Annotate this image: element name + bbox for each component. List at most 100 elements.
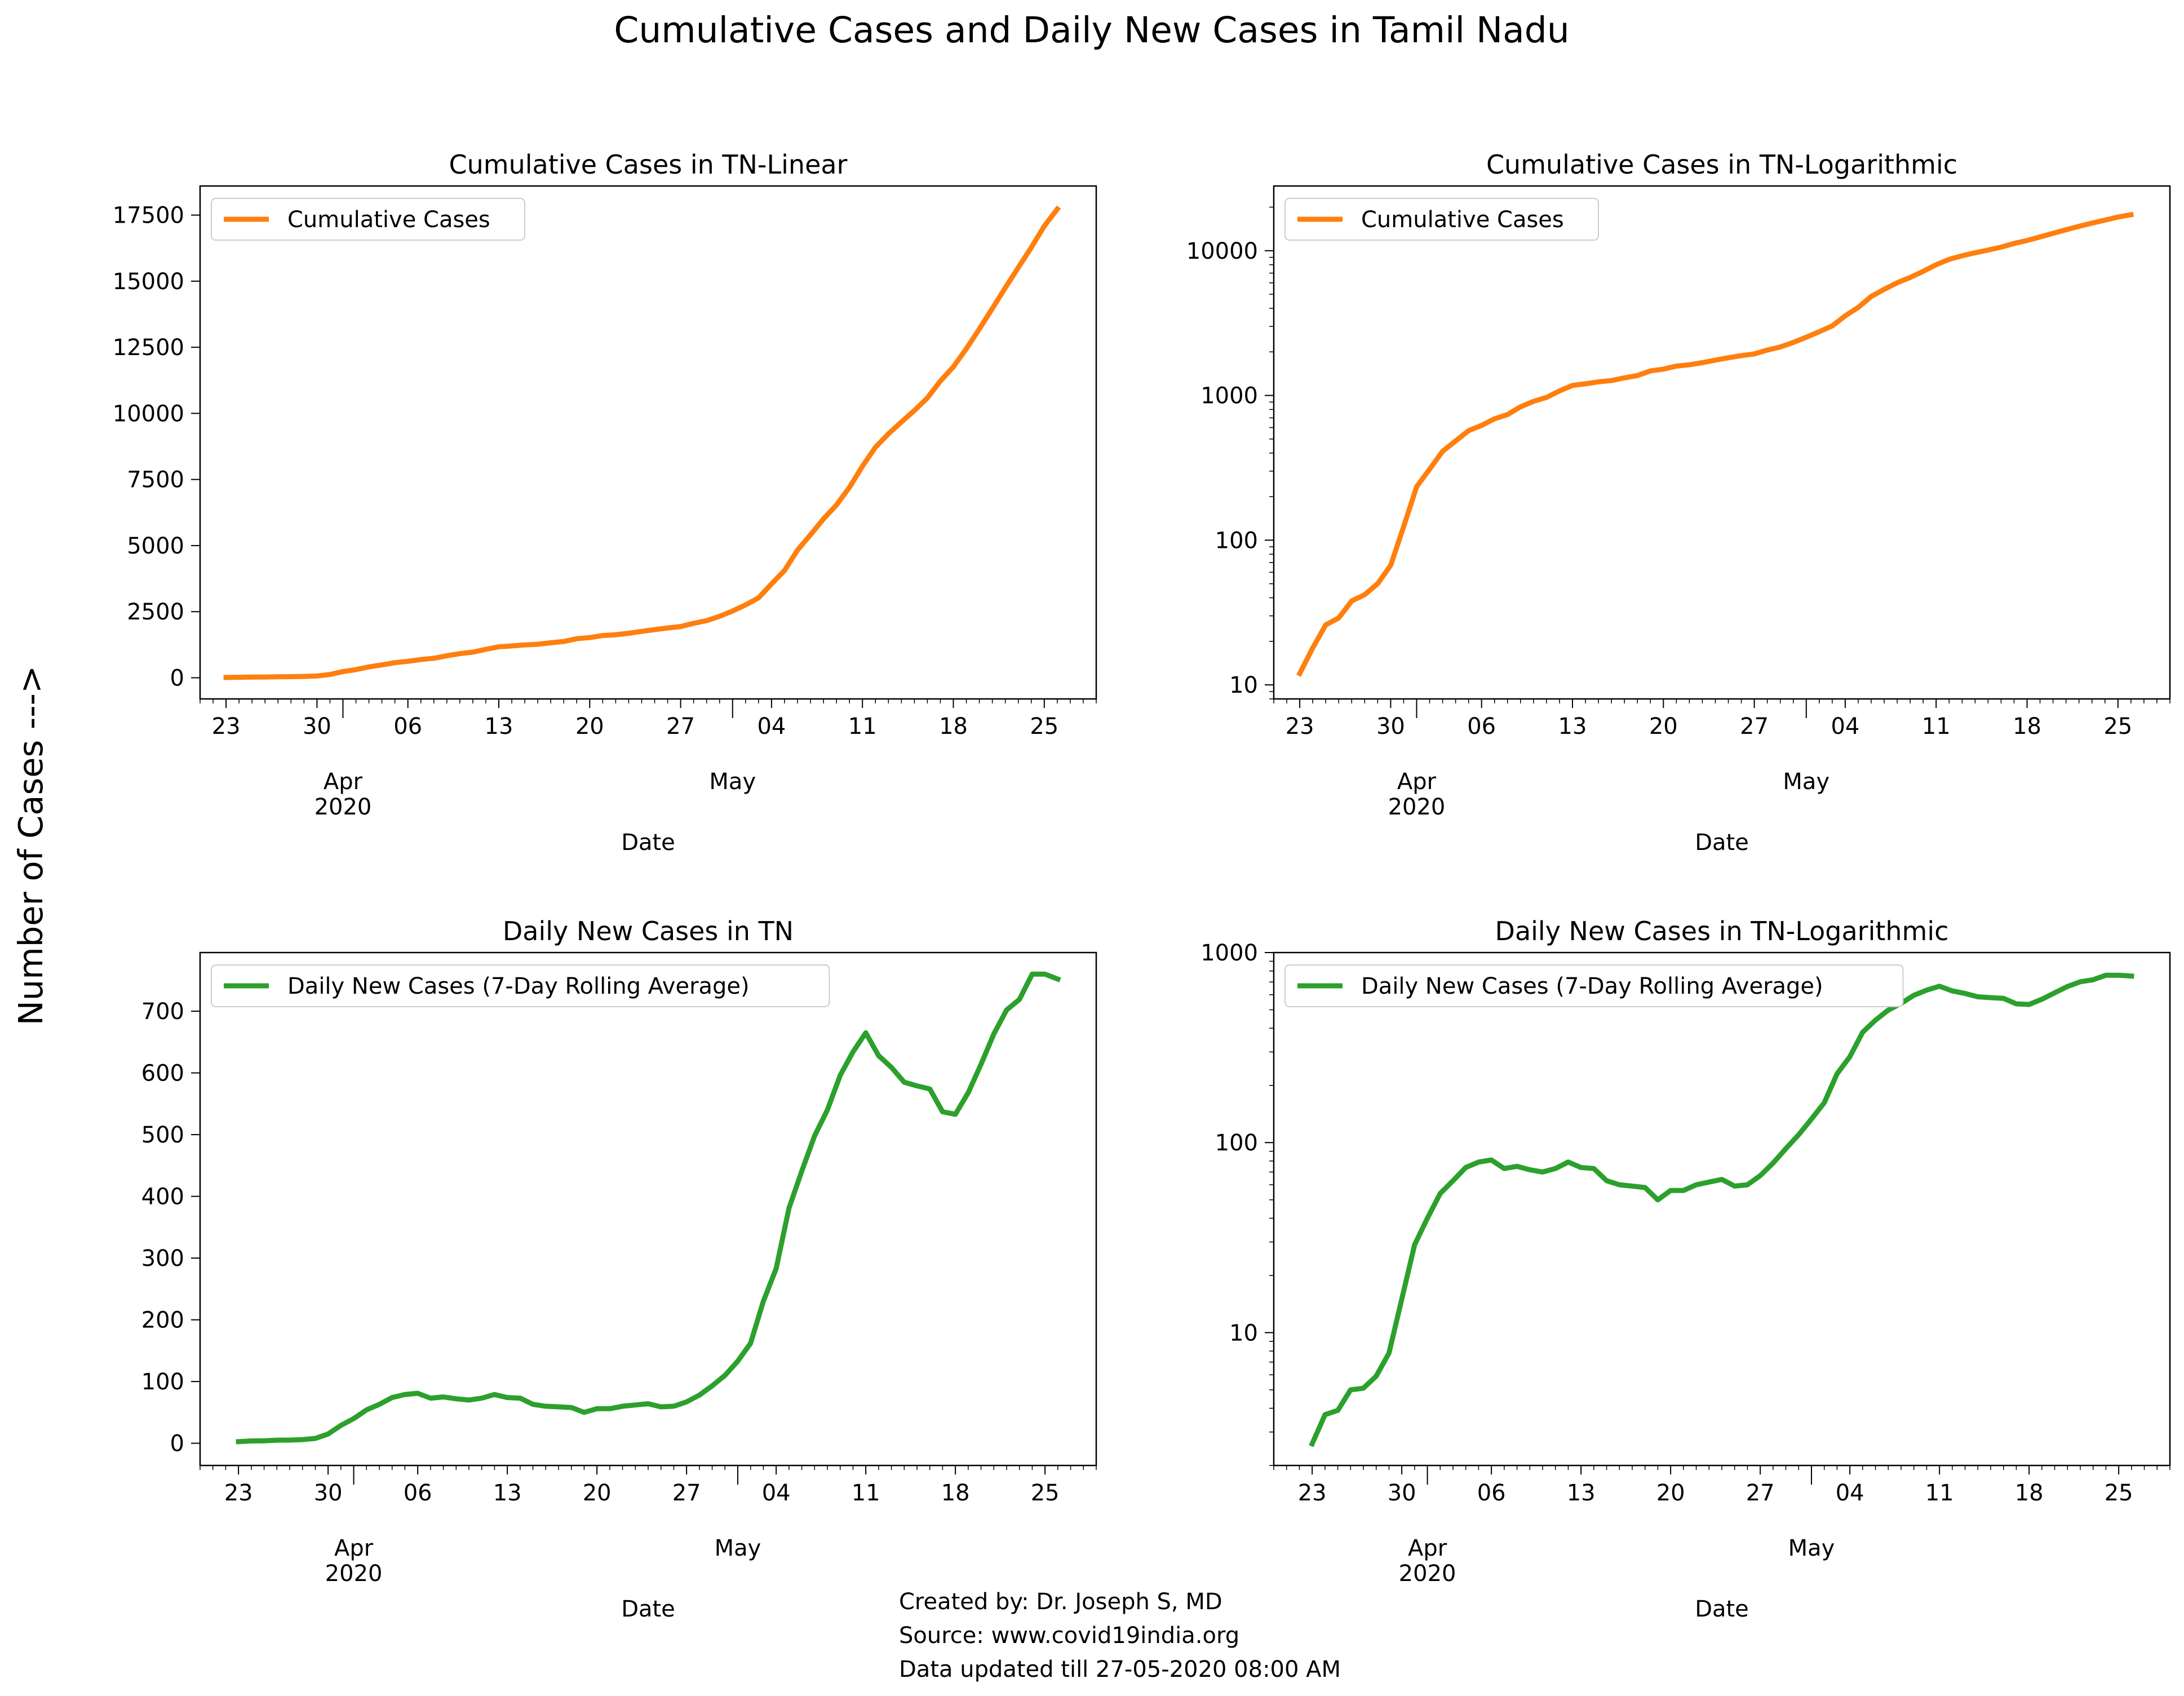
chart-title: Daily New Cases in TN bbox=[503, 916, 794, 946]
legend-box bbox=[1284, 964, 1904, 1007]
x-tick-label: 30 bbox=[1388, 1480, 1416, 1506]
series-line bbox=[223, 205, 1061, 680]
x-year-label: 2020 bbox=[314, 794, 372, 820]
x-tick-label: 23 bbox=[224, 1480, 253, 1506]
y-tick-label: 100 bbox=[1215, 528, 1258, 553]
legend: Daily New Cases (7-Day Rolling Average) bbox=[211, 964, 830, 1007]
credits: Created by: Dr. Joseph S, MD Source: www… bbox=[899, 1589, 1341, 1682]
y-tick-label: 0 bbox=[170, 665, 184, 691]
series-line bbox=[236, 971, 1061, 1445]
figure-ylabel: Number of Cases ---> bbox=[11, 666, 50, 1026]
legend-box bbox=[1284, 198, 1599, 241]
y-tick-label: 17500 bbox=[113, 203, 184, 229]
credit-updated: Data updated till 27-05-2020 08:00 AM bbox=[899, 1657, 1341, 1682]
x-tick-label: 20 bbox=[1656, 1480, 1685, 1506]
x-month-label: May bbox=[715, 1535, 761, 1561]
x-tick-label: 25 bbox=[2105, 1480, 2133, 1506]
y-tick-label: 12500 bbox=[113, 335, 184, 361]
x-tick-label: 11 bbox=[1925, 1480, 1954, 1506]
y-tick-label: 700 bbox=[141, 999, 184, 1025]
x-tick-label: 18 bbox=[939, 714, 968, 739]
plot-area bbox=[199, 951, 1097, 1467]
x-tick-label: 23 bbox=[212, 714, 241, 739]
chart-title: Cumulative Cases in TN-Linear bbox=[449, 149, 848, 180]
x-tick-label: 23 bbox=[1298, 1480, 1327, 1506]
x-year-label: 2020 bbox=[325, 1561, 383, 1587]
x-tick-label: 13 bbox=[485, 714, 513, 739]
y-tick-label: 10000 bbox=[1186, 238, 1258, 264]
y-tick-label: 7500 bbox=[127, 467, 184, 493]
chart-title: Cumulative Cases in TN-Logarithmic bbox=[1486, 149, 1957, 180]
suptitle: Cumulative Cases and Daily New Cases in … bbox=[614, 10, 1569, 51]
x-tick-label: 06 bbox=[393, 714, 422, 739]
x-month-label: Apr bbox=[1397, 769, 1437, 795]
series-line bbox=[1296, 211, 2134, 677]
credit-source: Source: www.covid19india.org bbox=[899, 1623, 1239, 1649]
plot-area bbox=[199, 185, 1097, 700]
x-tick-label: 20 bbox=[575, 714, 604, 739]
y-tick-label: 500 bbox=[141, 1122, 184, 1148]
y-tick-label: 400 bbox=[141, 1184, 184, 1210]
x-year-label: 2020 bbox=[1388, 794, 1446, 820]
y-tick-label: 200 bbox=[141, 1308, 184, 1334]
x-tick-label: 30 bbox=[314, 1480, 343, 1506]
x-tick-label: 25 bbox=[1030, 714, 1058, 739]
x-month-label: Apr bbox=[334, 1535, 374, 1561]
x-axis-label: Date bbox=[1695, 1596, 1749, 1622]
x-tick-label: 25 bbox=[2103, 714, 2132, 739]
x-month-label: May bbox=[709, 769, 756, 795]
x-tick-label: 18 bbox=[2015, 1480, 2044, 1506]
y-tick-label: 100 bbox=[1215, 1130, 1258, 1156]
y-tick-label: 5000 bbox=[127, 533, 184, 559]
y-tick-label: 100 bbox=[141, 1369, 184, 1395]
x-year-label: 2020 bbox=[1399, 1561, 1456, 1587]
legend-label: Daily New Cases (7-Day Rolling Average) bbox=[1361, 973, 1823, 999]
y-tick-label: 15000 bbox=[113, 269, 184, 295]
x-tick-label: 04 bbox=[1836, 1480, 1864, 1506]
x-tick-label: 13 bbox=[1567, 1480, 1596, 1506]
y-tick-label: 10000 bbox=[113, 401, 184, 427]
y-tick-label: 600 bbox=[141, 1061, 184, 1087]
x-tick-label: 18 bbox=[941, 1480, 970, 1506]
x-tick-label: 11 bbox=[848, 714, 877, 739]
legend-label: Cumulative Cases bbox=[287, 207, 490, 233]
x-tick-label: 25 bbox=[1031, 1480, 1060, 1506]
x-tick-label: 04 bbox=[762, 1480, 791, 1506]
x-tick-label: 30 bbox=[1376, 714, 1405, 739]
legend-label: Daily New Cases (7-Day Rolling Average) bbox=[287, 973, 750, 999]
x-tick-label: 04 bbox=[757, 714, 786, 739]
legend-label: Cumulative Cases bbox=[1361, 207, 1564, 233]
credit-author: Created by: Dr. Joseph S, MD bbox=[899, 1589, 1222, 1615]
x-tick-label: 27 bbox=[1740, 714, 1769, 739]
x-tick-label: 04 bbox=[1831, 714, 1859, 739]
y-tick-label: 300 bbox=[141, 1246, 184, 1272]
x-month-label: Apr bbox=[324, 769, 363, 795]
plot-area bbox=[1273, 951, 2171, 1467]
y-tick-label: 1000 bbox=[1200, 383, 1258, 409]
x-tick-label: 06 bbox=[404, 1480, 432, 1506]
y-tick-label: 10 bbox=[1229, 1320, 1258, 1346]
y-tick-label: 2500 bbox=[127, 599, 184, 625]
x-month-label: Apr bbox=[1408, 1535, 1447, 1561]
panel-cumulative-log: Cumulative Cases in TN-Logarithmic 23 30 06… bbox=[1186, 149, 2171, 856]
panel-daily-linear: Daily New Cases in TN 23 30 06 13 20 27 04 11 18 2… bbox=[141, 916, 1097, 1622]
y-tick-label: 10 bbox=[1229, 672, 1258, 698]
x-tick-label: 20 bbox=[1649, 714, 1678, 739]
x-tick-label: 06 bbox=[1477, 1480, 1506, 1506]
x-tick-label: 30 bbox=[303, 714, 331, 739]
x-tick-label: 06 bbox=[1467, 714, 1496, 739]
legend: Daily New Cases (7-Day Rolling Average) bbox=[1284, 964, 1904, 1007]
y-tick-label: 0 bbox=[170, 1431, 184, 1457]
y-tick-label: 1000 bbox=[1200, 940, 1258, 966]
x-tick-label: 13 bbox=[1558, 714, 1587, 739]
legend: Cumulative Cases bbox=[1284, 198, 1599, 241]
x-tick-label: 23 bbox=[1286, 714, 1314, 739]
series-line bbox=[1309, 972, 2134, 1447]
legend: Cumulative Cases bbox=[211, 198, 525, 241]
x-tick-label: 27 bbox=[666, 714, 695, 739]
chart-title: Daily New Cases in TN-Logarithmic bbox=[1495, 916, 1949, 946]
x-tick-label: 27 bbox=[1746, 1480, 1775, 1506]
x-axis-label: Date bbox=[621, 830, 675, 856]
